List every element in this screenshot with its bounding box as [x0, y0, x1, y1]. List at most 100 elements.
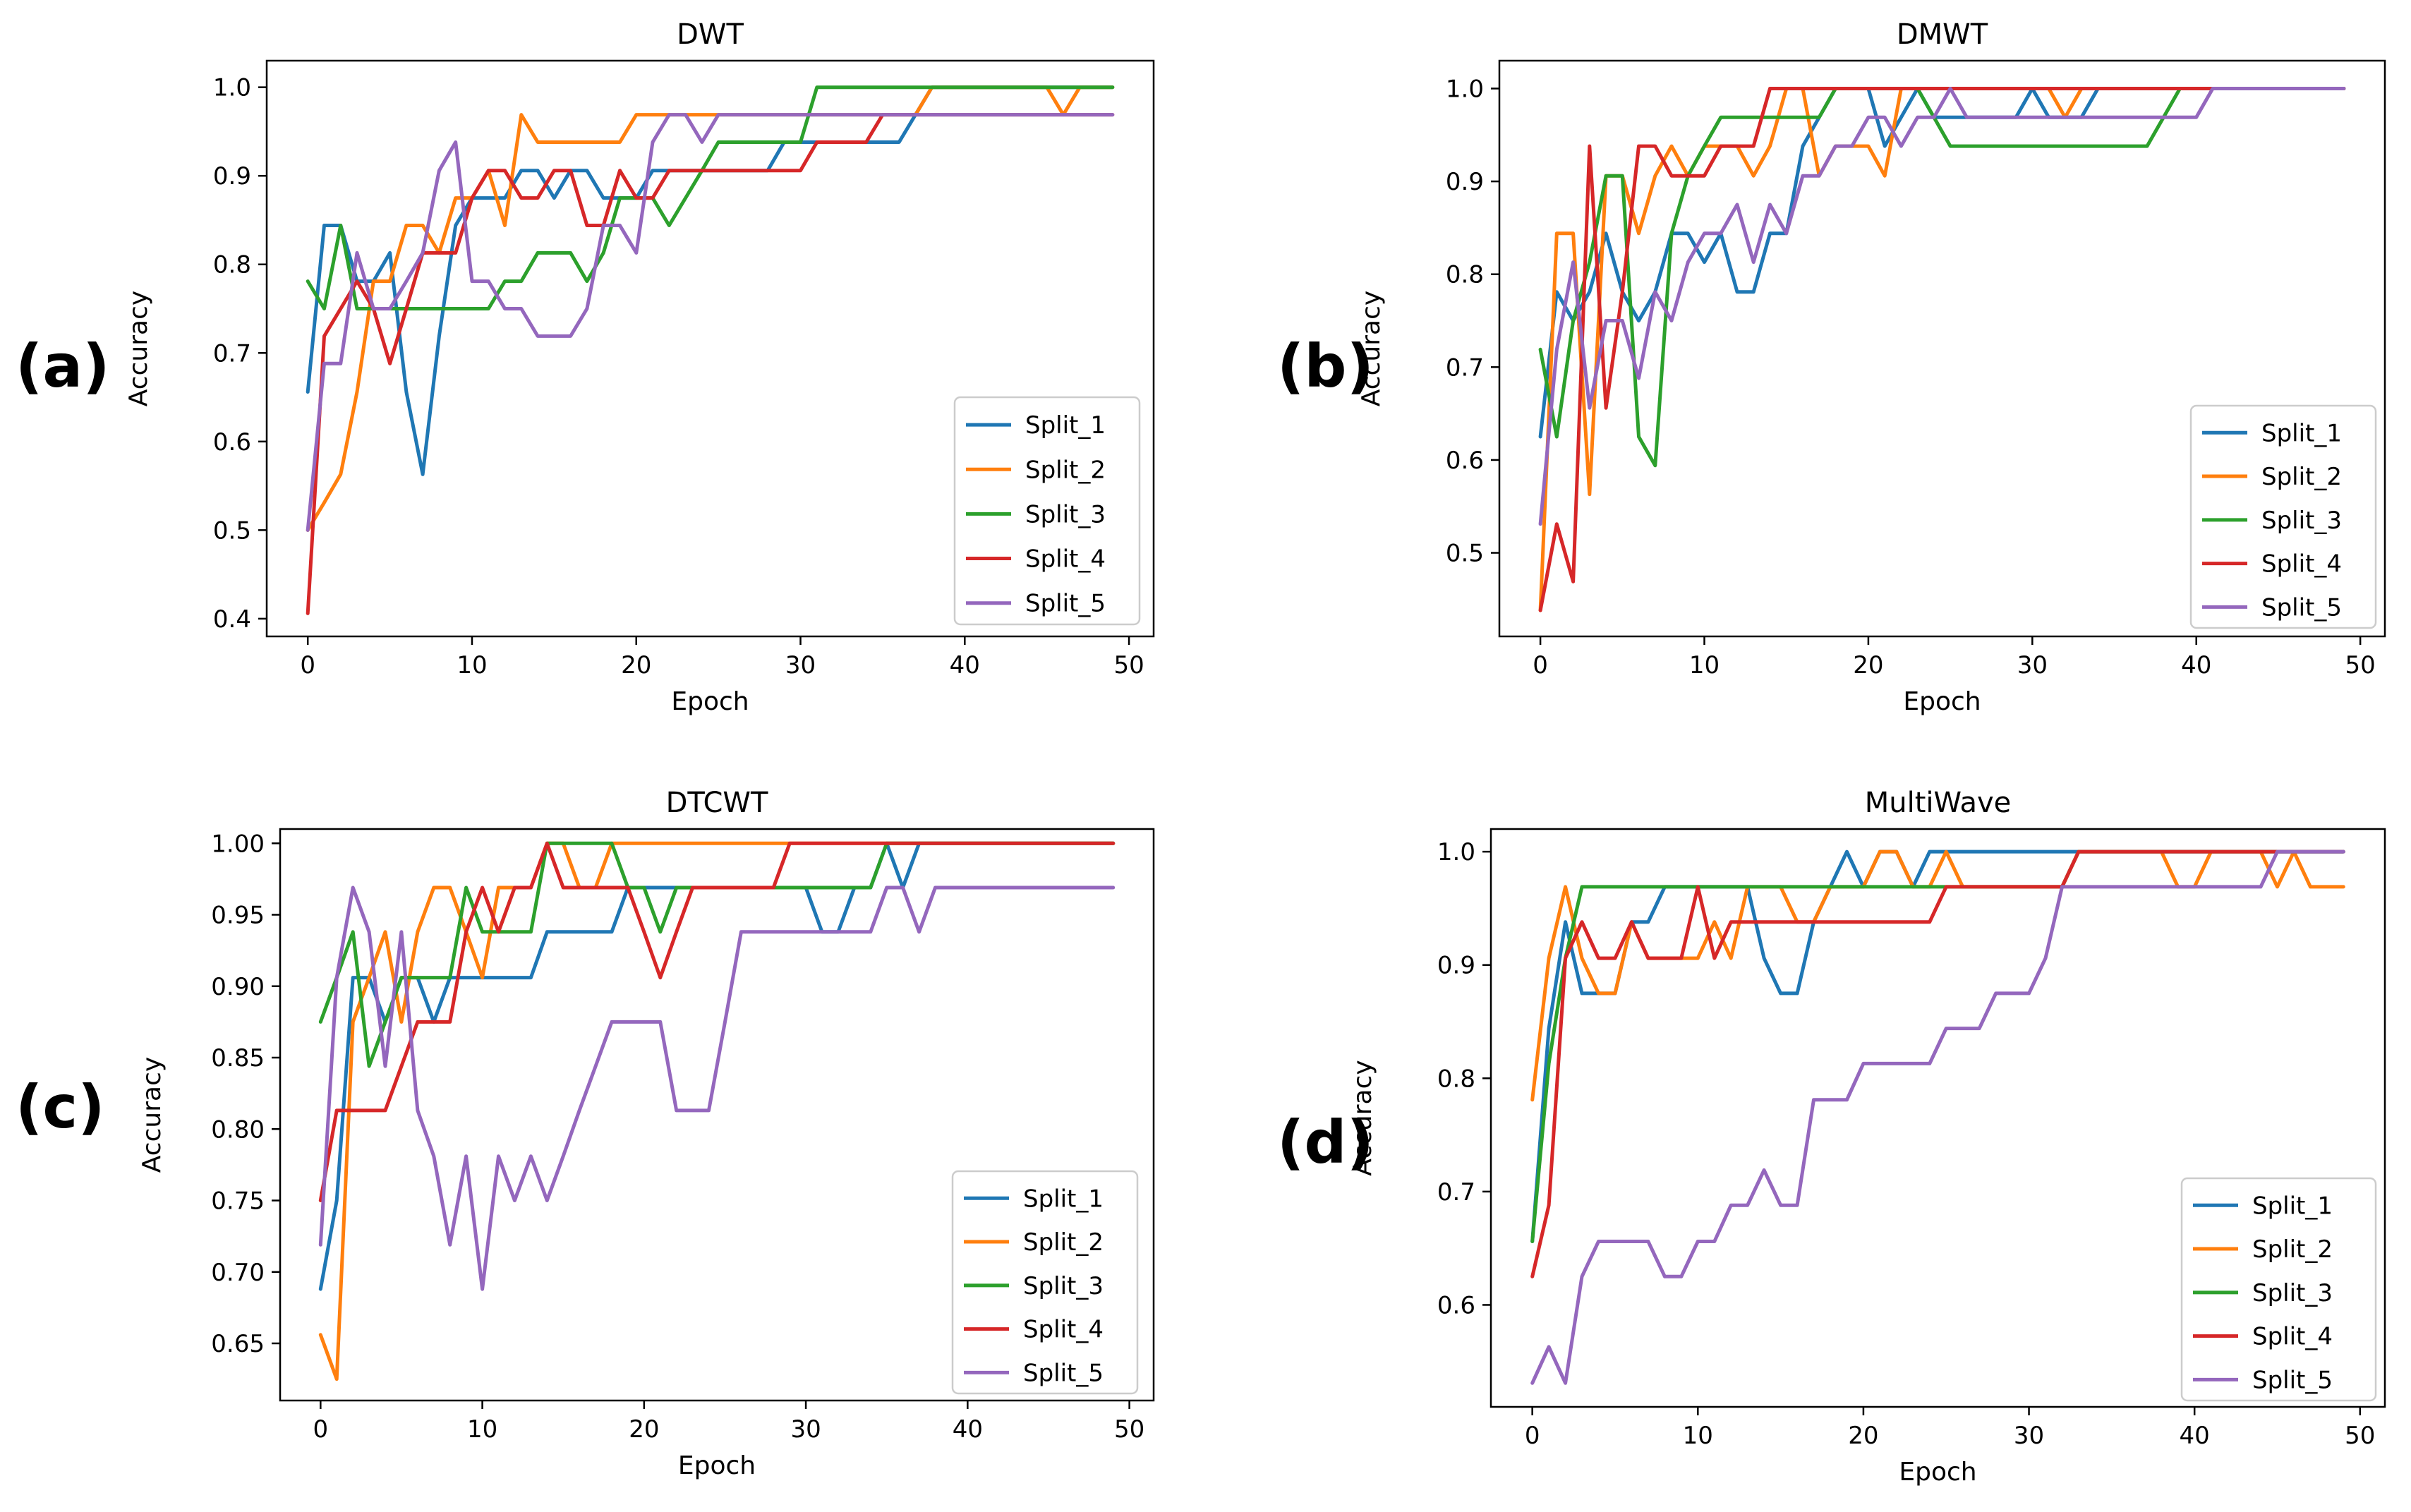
x-axis-label: Epoch — [671, 687, 749, 716]
chart-title: MultiWave — [1865, 787, 2012, 819]
series-line-split-3 — [306, 85, 1115, 310]
y-tick-label: 0.9 — [1446, 168, 1484, 196]
y-tick-label: 0.5 — [213, 516, 251, 545]
y-tick-label: 0.65 — [211, 1330, 265, 1358]
legend-label: Split_3 — [2261, 507, 2342, 535]
panel-label-c: (c) — [16, 1072, 105, 1142]
y-tick-label: 0.95 — [211, 902, 265, 930]
y-tick-label: 0.85 — [211, 1044, 265, 1072]
legend-label: Split_5 — [1023, 1359, 1104, 1387]
y-axis-label: Accuracy — [1348, 1060, 1377, 1175]
y-tick-label: 1.00 — [211, 830, 265, 858]
x-tick-label: 30 — [2017, 651, 2048, 679]
legend-box — [2189, 404, 2377, 629]
y-tick-label: 0.7 — [1446, 353, 1484, 382]
x-tick-label: 50 — [2345, 1422, 2375, 1450]
legend-label: Split_4 — [2252, 1323, 2333, 1351]
series-line-split-3 — [318, 841, 1116, 1068]
x-axis-label: Epoch — [678, 1451, 756, 1480]
series-line-split-5 — [318, 885, 1116, 1291]
series-line-split-4 — [318, 841, 1116, 1202]
y-tick-label: 0.6 — [1446, 447, 1484, 475]
legend-box — [953, 396, 1141, 626]
legend-label: Split_1 — [2261, 419, 2342, 447]
legend-box — [951, 1170, 1139, 1395]
y-tick-label: 0.9 — [1437, 952, 1475, 980]
y-tick-label: 0.6 — [1437, 1291, 1475, 1319]
series-line-split-2 — [1530, 849, 2345, 1102]
legend-label: Split_2 — [1025, 456, 1106, 484]
chart-0: DWT 0 10 20 30 40 50 0.4 0.5 0.6 0.7 0.8 0.9 1.0 Epoch… — [124, 18, 1155, 716]
legend-label: Split_5 — [2252, 1366, 2333, 1394]
panel-label-b: (b) — [1277, 332, 1374, 401]
series-line-split-5 — [306, 113, 1115, 532]
legend-label: Split_4 — [1025, 545, 1106, 574]
y-tick-label: 0.8 — [213, 251, 251, 279]
x-tick-label: 20 — [1848, 1422, 1878, 1450]
y-tick-label: 0.7 — [1437, 1178, 1475, 1206]
series-line-split-4 — [1538, 87, 2346, 612]
series-line-split-5 — [1538, 87, 2346, 526]
legend: Split_1 Split_2 Split_3 Split_4 Split_5 — [2180, 1177, 2377, 1402]
legend-label: Split_2 — [2261, 463, 2342, 491]
legend: Split_1 Split_2 Split_3 Split_4 Split_5 — [953, 396, 1141, 626]
legend-label: Split_3 — [2252, 1279, 2333, 1307]
legend-label: Split_4 — [1023, 1316, 1104, 1344]
chart-title: DMWT — [1897, 18, 1988, 51]
y-tick-label: 0.6 — [213, 428, 251, 456]
legend-label: Split_5 — [1025, 590, 1106, 618]
series-line-split-4 — [1530, 849, 2345, 1278]
x-axis-label: Epoch — [1903, 687, 1981, 716]
y-tick-label: 0.5 — [1446, 540, 1484, 568]
x-tick-label: 40 — [950, 651, 980, 679]
y-axis-label: Accuracy — [1357, 291, 1386, 406]
y-tick-label: 0.8 — [1446, 261, 1484, 289]
x-tick-label: 40 — [953, 1415, 983, 1444]
panel-label-a: (a) — [16, 332, 110, 401]
x-tick-label: 50 — [1113, 651, 1144, 679]
legend-label: Split_3 — [1025, 500, 1106, 528]
legend: Split_1 Split_2 Split_3 Split_4 Split_5 — [2189, 404, 2377, 629]
axes-frame — [1498, 59, 2386, 638]
chart-title: DWT — [677, 18, 744, 51]
y-tick-label: 0.70 — [211, 1259, 265, 1287]
x-tick-label: 0 — [300, 651, 315, 679]
x-tick-label: 10 — [1689, 651, 1720, 679]
y-tick-label: 0.80 — [211, 1115, 265, 1144]
x-tick-label: 10 — [1683, 1422, 1713, 1450]
chart-1: DMWT 0 10 20 30 40 50 0.5 0.6 0.7 0.8 0.9 1.0 Epoch Ac… — [1357, 18, 2386, 716]
axes-frame — [1489, 828, 2386, 1408]
y-tick-label: 0.75 — [211, 1187, 265, 1216]
chart-2: DTCWT 0 10 20 30 40 50 0.65 0.70 0.75 0.80 0.85 0.90… — [138, 787, 1155, 1480]
x-tick-label: 10 — [457, 651, 487, 679]
y-tick-label: 0.90 — [211, 973, 265, 1001]
legend-box — [2180, 1177, 2377, 1402]
y-tick-label: 0.7 — [213, 339, 251, 368]
legend-label: Split_1 — [1025, 411, 1106, 440]
legend-label: Split_1 — [2252, 1192, 2333, 1220]
x-tick-label: 0 — [313, 1415, 328, 1444]
legend-label: Split_2 — [2252, 1235, 2333, 1264]
legend: Split_1 Split_2 Split_3 Split_4 Split_5 — [951, 1170, 1139, 1395]
y-axis-label: Accuracy — [138, 1057, 167, 1173]
chart-title: DTCWT — [666, 787, 768, 819]
x-tick-label: 20 — [629, 1415, 659, 1444]
legend-label: Split_3 — [1023, 1272, 1104, 1300]
x-tick-label: 20 — [621, 651, 651, 679]
axes-frame — [265, 59, 1155, 638]
y-tick-label: 0.8 — [1437, 1065, 1475, 1093]
x-tick-label: 10 — [467, 1415, 497, 1444]
x-tick-label: 40 — [2180, 1422, 2210, 1450]
y-tick-label: 1.0 — [1446, 75, 1484, 103]
x-tick-label: 0 — [1525, 1422, 1540, 1450]
y-tick-label: 1.0 — [213, 74, 251, 102]
chart-3: MultiWave 0 10 20 30 40 50 0.6 0.7 0.8 0.9 1.0 Epoch… — [1348, 787, 2386, 1487]
x-tick-label: 30 — [785, 651, 816, 679]
x-tick-label: 40 — [2181, 651, 2211, 679]
axes-frame — [279, 828, 1155, 1402]
y-tick-label: 0.4 — [213, 605, 251, 634]
x-tick-label: 30 — [790, 1415, 821, 1444]
series-line-split-5 — [1530, 849, 2345, 1385]
legend-label: Split_2 — [1023, 1228, 1104, 1257]
